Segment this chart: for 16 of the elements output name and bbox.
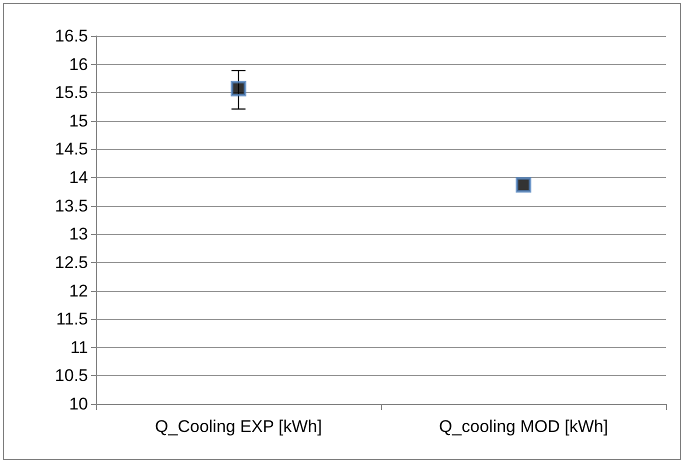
- y-tick-label: 16: [69, 54, 88, 74]
- y-tick-label: 15.5: [54, 83, 88, 102]
- y-tick-label: 14: [69, 168, 88, 188]
- y-tick-label: 15: [69, 111, 88, 130]
- y-tick-label: 13: [69, 224, 88, 244]
- y-tick-label: 12.5: [54, 252, 88, 272]
- y-tick-label: 11: [70, 338, 88, 357]
- y-tick-label: 11.5: [56, 310, 88, 329]
- x-tick-label: Q_cooling MOD [kWh]: [438, 417, 608, 436]
- y-tick-label: 10: [69, 394, 88, 414]
- x-tick-label: Q_Cooling EXP [kWh]: [155, 417, 322, 436]
- y-tick-label: 16.5: [54, 26, 88, 46]
- y-tick-label: 10.5: [54, 366, 88, 386]
- y-tick-label: 13.5: [54, 196, 88, 216]
- y-tick-label: 14.5: [54, 140, 88, 159]
- y-tick-label: 12: [69, 281, 88, 300]
